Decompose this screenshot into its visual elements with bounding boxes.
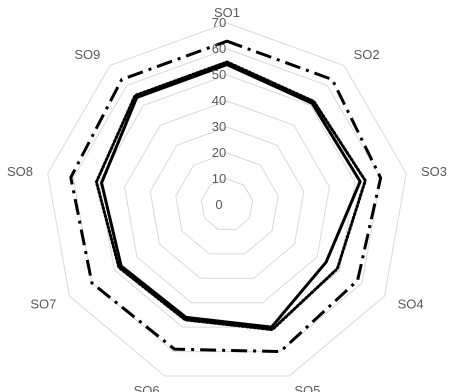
tick-label: 60 — [212, 41, 226, 56]
tick-label: 0 — [215, 197, 222, 212]
category-label: SO8 — [7, 164, 33, 179]
grid-ring — [175, 152, 279, 255]
category-labels: SO1 SO2 SO3 SO4 SO5 SO6 SO7 SO8 SO9 — [7, 5, 447, 392]
category-label: SO6 — [134, 383, 160, 392]
grid-ring — [124, 100, 330, 304]
radar-grid — [47, 22, 407, 377]
tick-label: 30 — [212, 119, 226, 134]
tick-label: 10 — [212, 171, 226, 186]
tick-label: 40 — [212, 93, 226, 108]
radial-tick-labels: 0 10 20 30 40 50 60 70 — [212, 15, 226, 212]
radar-series — [69, 39, 383, 354]
series-line-dash-dot — [69, 39, 383, 354]
category-label: SO2 — [354, 47, 380, 62]
category-label: SO7 — [30, 297, 56, 312]
series-line-solid — [100, 63, 362, 329]
category-label: SO9 — [74, 47, 100, 62]
grid-ring — [72, 48, 382, 353]
category-label: SO4 — [398, 297, 424, 312]
grid-ring — [200, 178, 254, 230]
tick-label: 20 — [212, 145, 226, 160]
category-label: SO5 — [294, 383, 320, 392]
category-label: SO1 — [214, 5, 240, 20]
grid-ring — [98, 74, 356, 328]
grid-ring — [149, 126, 305, 279]
series-line-dotted — [94, 60, 367, 332]
tick-label: 70 — [212, 15, 226, 30]
tick-label: 50 — [212, 67, 226, 82]
grid-ring — [47, 22, 407, 377]
category-label: SO3 — [421, 164, 447, 179]
